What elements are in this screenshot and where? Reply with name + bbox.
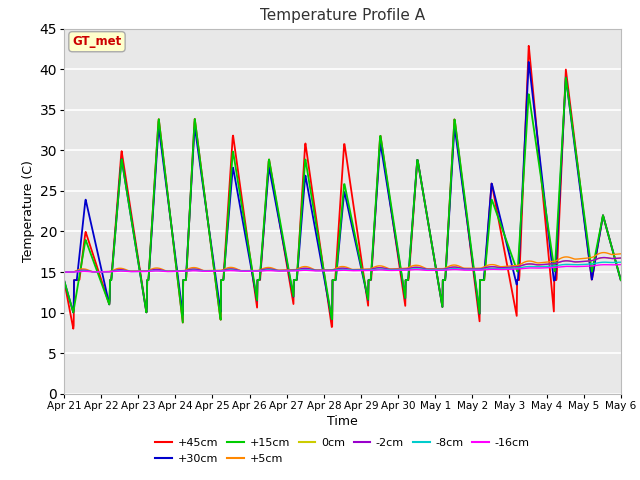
+5cm	[551, 258, 559, 264]
X-axis label: Time: Time	[327, 415, 358, 428]
0cm	[502, 264, 509, 270]
Legend: +45cm, +30cm, +15cm, +5cm, 0cm, -2cm, -8cm, -16cm: +45cm, +30cm, +15cm, +5cm, 0cm, -2cm, -8…	[151, 434, 534, 468]
+5cm	[617, 251, 625, 257]
+45cm	[525, 43, 532, 48]
+45cm	[184, 237, 192, 243]
-8cm	[429, 267, 436, 273]
-8cm	[184, 268, 191, 274]
+30cm	[525, 59, 532, 65]
+45cm	[552, 277, 559, 283]
-16cm	[617, 262, 625, 267]
Line: +15cm: +15cm	[64, 78, 621, 323]
0cm	[246, 268, 254, 274]
+15cm	[551, 264, 559, 270]
+15cm	[429, 249, 437, 255]
+45cm	[617, 277, 625, 283]
-8cm	[502, 266, 509, 272]
-2cm	[617, 255, 625, 261]
-16cm	[184, 268, 192, 274]
-8cm	[170, 268, 178, 274]
0cm	[184, 267, 192, 273]
0cm	[60, 269, 68, 275]
+30cm	[60, 277, 68, 283]
+30cm	[246, 259, 254, 265]
-16cm	[429, 267, 437, 273]
+45cm	[70, 326, 77, 332]
-16cm	[65, 269, 73, 275]
-2cm	[184, 267, 192, 273]
+5cm	[60, 269, 68, 275]
-16cm	[171, 269, 179, 275]
+5cm	[184, 266, 192, 272]
-2cm	[600, 255, 608, 261]
+30cm	[617, 277, 625, 283]
-8cm	[617, 259, 625, 265]
Text: GT_met: GT_met	[72, 35, 122, 48]
-2cm	[66, 269, 74, 275]
+5cm	[600, 250, 607, 255]
Line: +45cm: +45cm	[64, 46, 621, 329]
Line: -16cm: -16cm	[64, 264, 621, 272]
0cm	[429, 266, 437, 272]
0cm	[66, 269, 74, 275]
+30cm	[429, 249, 437, 255]
+15cm	[246, 257, 254, 263]
-2cm	[246, 268, 254, 274]
+5cm	[171, 268, 179, 274]
Line: -2cm: -2cm	[64, 258, 621, 272]
+30cm	[502, 238, 509, 243]
+15cm	[60, 277, 68, 283]
+45cm	[60, 277, 68, 283]
+45cm	[246, 258, 254, 264]
-16cm	[502, 266, 509, 272]
+45cm	[171, 251, 179, 256]
-16cm	[246, 268, 254, 274]
+5cm	[246, 268, 254, 274]
Title: Temperature Profile A: Temperature Profile A	[260, 9, 425, 24]
+30cm	[552, 273, 559, 278]
+5cm	[67, 269, 75, 275]
-8cm	[60, 269, 68, 275]
0cm	[600, 255, 608, 261]
+15cm	[170, 248, 178, 253]
-16cm	[551, 264, 559, 270]
-8cm	[551, 263, 559, 269]
+45cm	[429, 249, 437, 255]
-2cm	[171, 268, 179, 274]
Line: 0cm: 0cm	[64, 258, 621, 272]
0cm	[617, 255, 625, 261]
Y-axis label: Temperature (C): Temperature (C)	[22, 160, 35, 262]
+15cm	[562, 75, 570, 81]
-2cm	[60, 269, 68, 275]
+30cm	[328, 316, 335, 322]
-2cm	[429, 266, 437, 272]
+5cm	[429, 266, 437, 272]
-2cm	[551, 261, 559, 266]
0cm	[171, 268, 179, 274]
+5cm	[502, 264, 509, 269]
+15cm	[179, 320, 187, 325]
+15cm	[502, 236, 509, 242]
+15cm	[617, 277, 625, 283]
+15cm	[184, 237, 192, 243]
Line: -8cm: -8cm	[64, 262, 621, 272]
0cm	[551, 261, 559, 266]
-2cm	[502, 264, 509, 270]
+30cm	[170, 245, 178, 251]
+45cm	[502, 255, 509, 261]
-16cm	[60, 269, 68, 275]
-8cm	[246, 268, 254, 274]
Line: +5cm: +5cm	[64, 252, 621, 272]
+30cm	[184, 243, 191, 249]
Line: +30cm: +30cm	[64, 62, 621, 319]
